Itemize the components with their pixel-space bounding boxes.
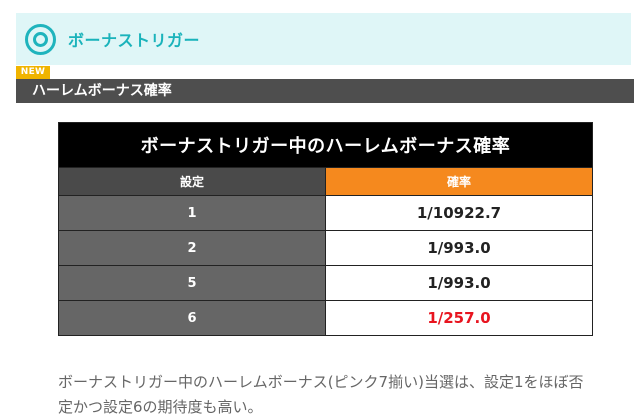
setting-cell: 6 — [58, 300, 326, 336]
probability-table: ボーナストリガー中のハーレムボーナス確率 設定 確率 1 1/10922.7 2… — [58, 122, 593, 336]
section-title: ボーナストリガー — [68, 31, 201, 50]
setting-cell: 1 — [58, 195, 326, 231]
table-row: 1 1/10922.7 — [58, 195, 593, 231]
setting-cell: 5 — [58, 265, 326, 301]
table-caption-row: ボーナストリガー中のハーレムボーナス確率 — [58, 122, 593, 168]
rate-cell: 1/993.0 — [325, 265, 593, 301]
target-circle-icon — [25, 23, 56, 55]
table-header-row: 設定 確率 — [58, 167, 593, 196]
new-badge: NEW — [16, 66, 50, 79]
rate-cell: 1/10922.7 — [325, 195, 593, 231]
header-setting: 設定 — [58, 167, 326, 196]
table-caption: ボーナストリガー中のハーレムボーナス確率 — [58, 122, 593, 168]
section-header: ボーナストリガー — [16, 13, 631, 65]
target-circle-inner — [33, 31, 48, 47]
table-row: 5 1/993.0 — [58, 265, 593, 301]
description-text: ボーナストリガー中のハーレムボーナス(ピンク7揃い)当選は、設定1をほぼ否定かつ… — [58, 373, 584, 416]
table-row: 2 1/993.0 — [58, 230, 593, 266]
table-row: 6 1/257.0 — [58, 300, 593, 336]
rate-cell: 1/993.0 — [325, 230, 593, 266]
sub-header: ハーレムボーナス確率 — [16, 79, 634, 103]
header-rate: 確率 — [325, 167, 593, 196]
rate-cell-highlight: 1/257.0 — [325, 300, 593, 336]
setting-cell: 2 — [58, 230, 326, 266]
